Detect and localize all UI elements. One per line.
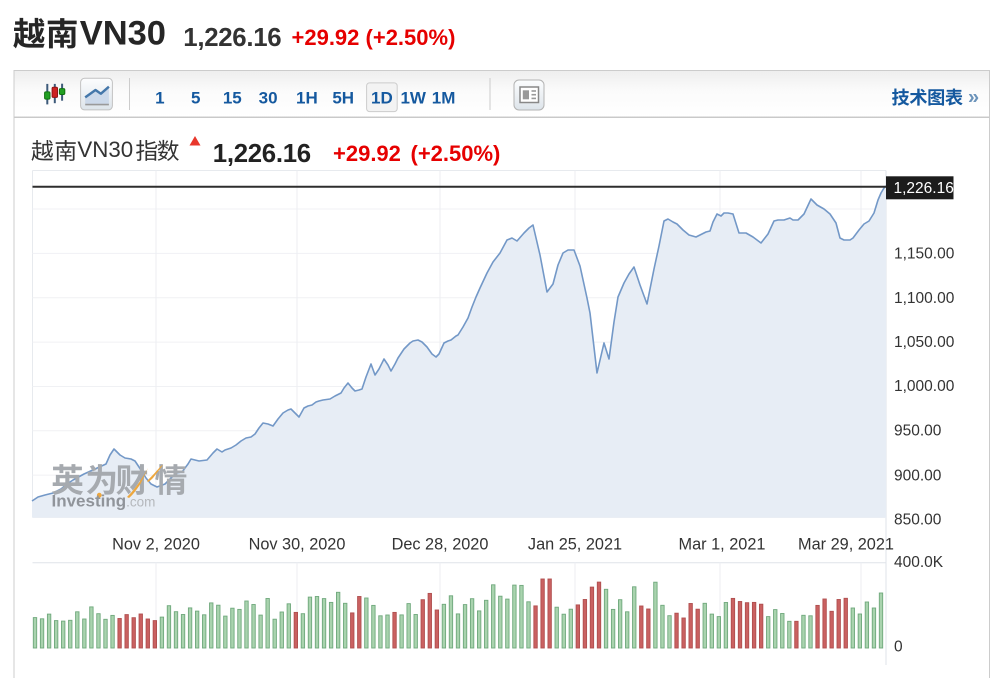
svg-text:(+2.50%): (+2.50%) [411, 141, 501, 166]
svg-text:15: 15 [223, 89, 242, 108]
svg-text:1: 1 [155, 89, 164, 108]
svg-text:1,000.00: 1,000.00 [894, 378, 955, 395]
svg-text:1H: 1H [296, 89, 318, 108]
svg-text:1,226.16: 1,226.16 [213, 140, 311, 168]
svg-text:1,226.16: 1,226.16 [894, 180, 954, 197]
svg-text:1,226.16: 1,226.16 [183, 24, 281, 52]
svg-text:»: » [968, 87, 979, 109]
svg-text:+29.92: +29.92 [333, 141, 401, 166]
svg-text:Nov 2, 2020: Nov 2, 2020 [112, 536, 200, 554]
svg-text:VN30: VN30 [80, 15, 166, 53]
svg-text:Investing.com: Investing.com [52, 492, 156, 511]
svg-text:1,050.00: 1,050.00 [894, 334, 955, 351]
svg-text:850.00: 850.00 [894, 512, 942, 529]
svg-text:Dec 28, 2020: Dec 28, 2020 [392, 536, 489, 554]
svg-text:1,100.00: 1,100.00 [894, 290, 955, 307]
svg-text:+29.92 (+2.50%): +29.92 (+2.50%) [292, 25, 456, 50]
svg-text:Nov 30, 2020: Nov 30, 2020 [249, 536, 346, 554]
svg-text:400.0K: 400.0K [894, 554, 944, 571]
svg-text:1D: 1D [371, 89, 393, 108]
svg-text:950.00: 950.00 [894, 422, 942, 439]
svg-text:900.00: 900.00 [894, 467, 942, 484]
svg-text:Jan 25, 2021: Jan 25, 2021 [528, 536, 622, 554]
svg-text:Mar 29, 2021: Mar 29, 2021 [798, 536, 894, 554]
svg-text:0: 0 [894, 639, 903, 656]
svg-text:5: 5 [191, 89, 200, 108]
svg-text:5H: 5H [332, 89, 354, 108]
svg-text:1,150.00: 1,150.00 [894, 246, 955, 263]
svg-text:VN30: VN30 [77, 137, 133, 162]
svg-text:1M: 1M [432, 89, 456, 108]
svg-text:30: 30 [259, 89, 278, 108]
svg-text:1W: 1W [400, 89, 426, 108]
svg-text:Mar 1, 2021: Mar 1, 2021 [679, 536, 766, 554]
